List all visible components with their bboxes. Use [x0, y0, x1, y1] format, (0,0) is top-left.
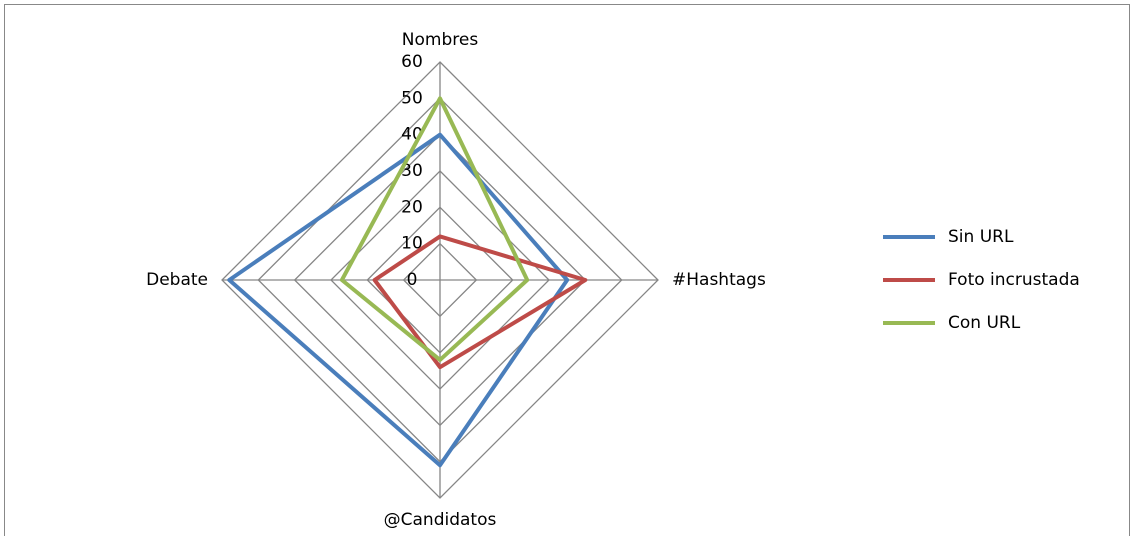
y-tick-label: 30 — [401, 161, 423, 181]
y-tick-label: 10 — [401, 234, 423, 254]
y-tick-label: 20 — [401, 197, 423, 217]
category-label: @Candidatos — [384, 510, 497, 530]
category-label: Debate — [146, 270, 208, 290]
chart-border — [4, 4, 1130, 540]
category-label: Nombres — [402, 30, 479, 50]
legend-label: Sin URL — [948, 227, 1014, 247]
category-label: #Hashtags — [672, 270, 766, 290]
series-line — [339, 96, 530, 362]
y-tick-label: 50 — [401, 88, 423, 108]
y-tick-label: 0 — [407, 270, 418, 290]
series-line — [227, 132, 570, 468]
y-tick-label: 60 — [401, 52, 423, 72]
legend-label: Foto incrustada — [948, 270, 1080, 290]
series-line — [372, 234, 588, 370]
legend-label: Con URL — [948, 313, 1021, 333]
